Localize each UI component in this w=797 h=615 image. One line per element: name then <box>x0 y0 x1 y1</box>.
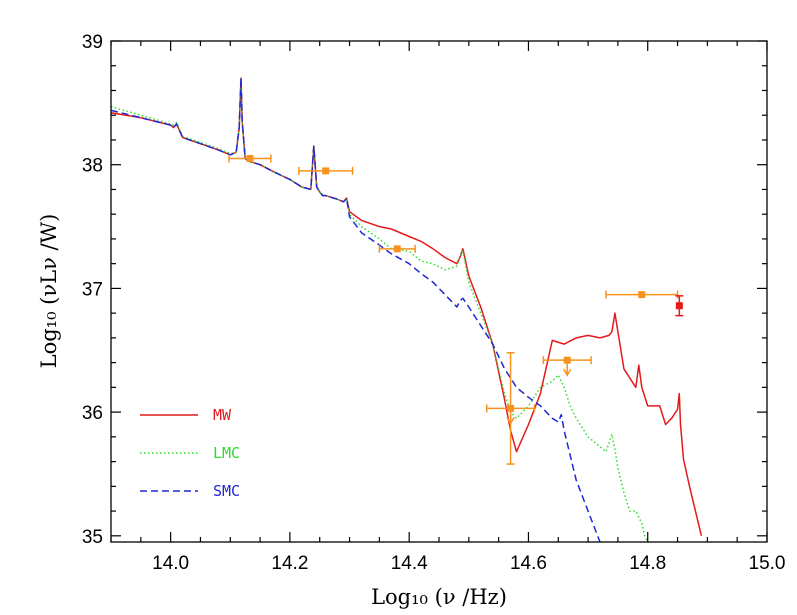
y-tick-label: 36 <box>82 403 103 424</box>
data-point-6 <box>605 290 679 299</box>
x-axis-label: Log₁₀ (ν /Hz) <box>371 585 507 609</box>
axes <box>110 40 768 543</box>
y-tick-label: 39 <box>82 32 103 53</box>
point-marker <box>246 155 254 163</box>
x-tick-label: 14.0 <box>152 553 189 574</box>
data-points <box>228 154 684 465</box>
point-marker <box>675 302 683 310</box>
point-marker <box>563 356 571 364</box>
legend-label-smc: SMC <box>213 482 240 500</box>
data-point-5 <box>542 356 592 377</box>
legend-label-mw: MW <box>213 406 232 424</box>
data-point-1 <box>228 154 272 163</box>
y-axis-label: Log₁₀ (νLν /W) <box>37 214 61 369</box>
series-line-lmc <box>111 77 649 542</box>
point-marker <box>638 291 646 299</box>
upper-limit-arrow-icon <box>563 368 572 377</box>
x-tick-label: 14.6 <box>510 553 547 574</box>
series-line-smc <box>111 77 601 542</box>
series-curves <box>111 77 703 542</box>
data-point-7 <box>675 295 684 317</box>
series-line-mw <box>111 77 703 536</box>
upper-limit-arrow-icon <box>506 417 515 425</box>
x-tick-label: 14.2 <box>271 553 308 574</box>
plot-frame <box>110 40 768 543</box>
y-tick-label: 37 <box>82 279 103 300</box>
y-tick-label: 38 <box>82 156 103 177</box>
x-tick-label: 15.0 <box>749 553 786 574</box>
y-tick-label: 35 <box>82 527 103 548</box>
legend: MW LMC SMC <box>140 406 240 500</box>
legend-label-lmc: LMC <box>213 444 240 462</box>
data-point-3 <box>378 244 416 253</box>
data-point-2 <box>298 166 354 175</box>
point-marker <box>507 404 515 412</box>
x-tick-label: 14.4 <box>391 553 428 574</box>
data-point-4 <box>485 351 536 465</box>
ticks: 14.0 14.2 14.4 14.6 14.8 15.0 35 36 37 38 39 <box>82 32 786 574</box>
x-tick-label: 14.8 <box>629 553 666 574</box>
point-marker <box>393 245 401 253</box>
point-marker <box>322 167 330 175</box>
